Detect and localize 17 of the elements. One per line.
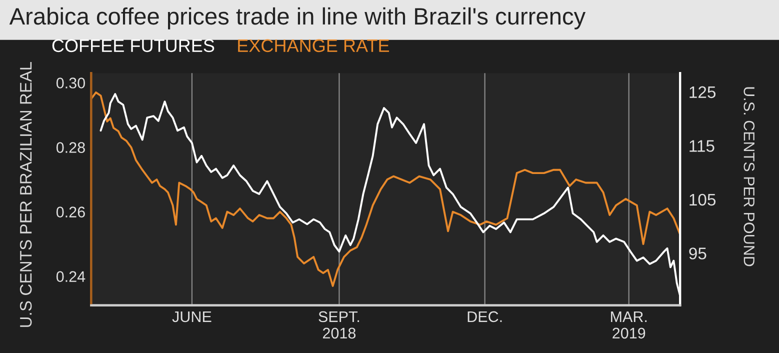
x-tick-label: SEPT. 2018 [318, 311, 360, 339]
y-axis-title: U.S CENTS PER BRAZILIAN REAL [20, 62, 32, 327]
chart-title: Arabica coffee prices trade in line with Brazil's currency [9, 7, 586, 30]
text: COFFEE FUTURES [52, 39, 214, 52]
y2-tick-label: 115 [690, 140, 714, 152]
y-tick-label: 0.28 [56, 142, 85, 153]
y2-tick-label: 125 [690, 86, 716, 98]
y2-tick-label: 95 [689, 248, 706, 260]
y-tick-label: 0.30 [56, 78, 85, 88]
x-tick-label: DEC. [468, 311, 502, 322]
text: EXCHANGE RATE [238, 39, 390, 52]
x-tick-label: JUNE [172, 311, 212, 322]
y-tick-label: 0.24 [56, 271, 86, 282]
y-tick-label: 0.26 [56, 206, 85, 218]
x-tick-label: MAR. 2019 [611, 311, 647, 339]
y2-axis-title: U.S. CENTS PER POUND [744, 87, 755, 266]
y2-tick-label: 105 [690, 194, 716, 206]
